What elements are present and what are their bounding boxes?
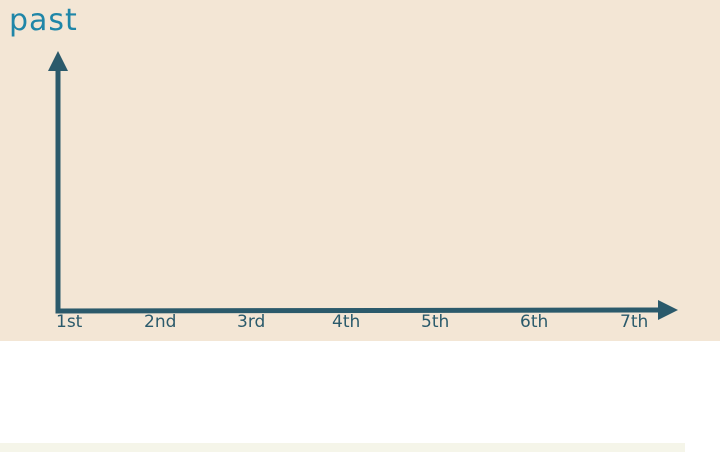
x-axis-arrowhead <box>658 300 678 320</box>
x-tick-label-5: 5th <box>421 312 450 332</box>
x-tick-label-6: 6th <box>520 312 549 332</box>
x-tick-label-2: 2nd <box>144 312 177 332</box>
x-axis-line <box>55 307 667 314</box>
diagram-background-panel <box>0 0 720 341</box>
y-axis-arrowhead <box>48 51 68 71</box>
y-axis-label: past <box>9 3 78 38</box>
x-tick-label-1: 1st <box>56 312 83 332</box>
x-tick-label-4: 4th <box>332 312 361 332</box>
bottom-strip <box>0 443 685 452</box>
x-tick-label-7: 7th <box>620 312 649 332</box>
x-tick-label-3: 3rd <box>237 312 266 332</box>
